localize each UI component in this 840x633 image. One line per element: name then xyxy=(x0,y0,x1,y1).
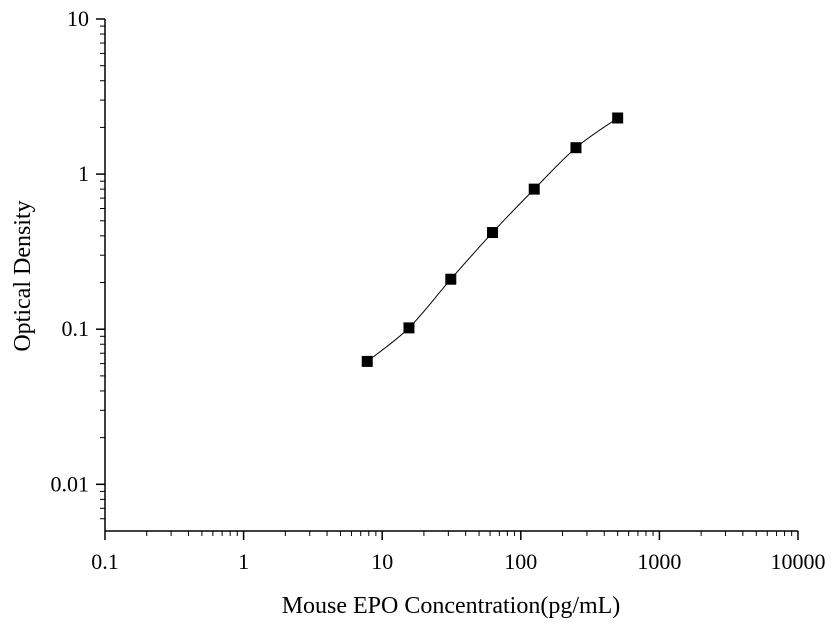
data-points xyxy=(361,112,624,367)
data-point xyxy=(487,227,499,239)
x-axis-title: Mouse EPO Concentration(pg/mL) xyxy=(282,593,621,619)
data-point xyxy=(612,112,624,124)
x-tick-label: 100 xyxy=(504,549,537,574)
data-point xyxy=(445,273,457,285)
x-tick-label: 10000 xyxy=(771,549,826,574)
x-tick-label: 1 xyxy=(238,549,249,574)
x-tick-label: 1000 xyxy=(637,549,681,574)
axes xyxy=(104,19,798,532)
data-point xyxy=(361,355,373,367)
x-tick-label: 0.1 xyxy=(91,549,119,574)
y-tick-label: 0.01 xyxy=(51,471,90,496)
y-tick-label: 10 xyxy=(67,6,89,31)
y-tick-label: 1 xyxy=(78,161,89,186)
data-point xyxy=(403,322,415,334)
x-axis-ticks: 0.1 1 10 100 1000 10000 xyxy=(91,531,826,574)
y-axis-title: Optical Density xyxy=(10,200,36,351)
data-point xyxy=(570,142,582,154)
y-tick-label: 0.1 xyxy=(62,316,90,341)
y-axis-ticks: 0.01 0.1 1 10 xyxy=(51,6,105,520)
x-tick-label: 10 xyxy=(371,549,393,574)
data-point xyxy=(528,183,540,195)
